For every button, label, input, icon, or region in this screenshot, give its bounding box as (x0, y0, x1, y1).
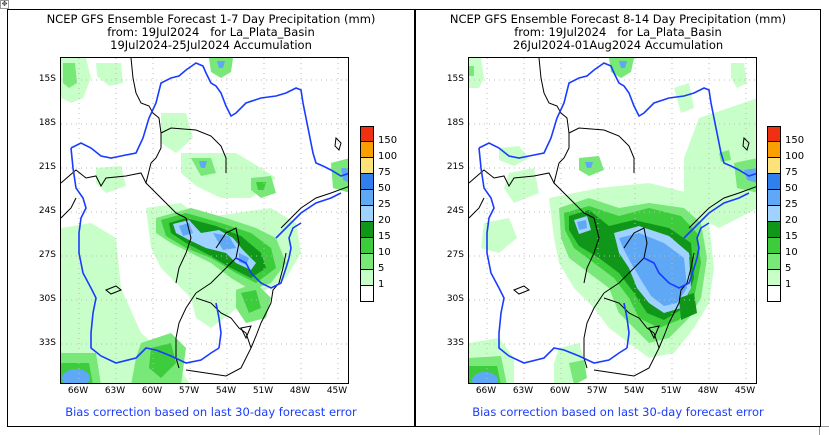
lon-tick-60w: 60W (549, 386, 571, 396)
legend-label: 100 (785, 151, 805, 162)
panel-title: NCEP GFS Ensemble Forecast 8-14 Day Prec… (416, 13, 820, 52)
lon-tick-51w: 51W (252, 386, 274, 396)
title-line-3: 19Jul2024-25Jul2024 Accumulation (110, 38, 312, 52)
lon-tick-63w: 63W (104, 386, 126, 396)
legend-swatch (767, 206, 781, 222)
precipitation-map (60, 57, 349, 384)
lat-tick-21s: 21S (38, 162, 56, 172)
legend-swatch (360, 222, 374, 238)
legend-label: 75 (378, 167, 391, 178)
title-line-1: NCEP GFS Ensemble Forecast 8-14 Day Prec… (449, 12, 787, 26)
legend-swatch (360, 238, 374, 254)
lon-tick-48w: 48W (289, 386, 311, 396)
legend-label: 20 (378, 215, 391, 226)
precipitation-map (468, 57, 757, 384)
lat-tick-30s: 30S (38, 294, 56, 304)
precip-shading (61, 58, 348, 383)
lon-tick-54w: 54W (215, 386, 237, 396)
lat-tick-15s: 15S (446, 74, 464, 84)
lon-tick-66w: 66W (475, 386, 497, 396)
resize-handle[interactable] (819, 426, 829, 435)
legend-label: 25 (378, 199, 391, 210)
map-svg (469, 58, 756, 383)
panel-title: NCEP GFS Ensemble Forecast 1-7 Day Preci… (8, 13, 414, 52)
precip-shading (469, 58, 756, 383)
legend-swatch (767, 174, 781, 190)
lat-tick-21s: 21S (446, 162, 464, 172)
lat-tick-27s: 27S (446, 250, 464, 260)
lat-tick-18s: 18S (446, 118, 464, 128)
forecast-panel-week1: NCEP GFS Ensemble Forecast 1-7 Day Preci… (7, 9, 415, 427)
lon-tick-57w: 57W (178, 386, 200, 396)
legend-label: 150 (785, 135, 805, 146)
legend-label: 75 (785, 167, 798, 178)
lat-tick-15s: 15S (38, 74, 56, 84)
bias-correction-note: Bias correction based on last 30-day for… (65, 405, 357, 419)
lon-tick-54w: 54W (623, 386, 645, 396)
river-basin-outline (70, 62, 348, 364)
legend-swatch (767, 222, 781, 238)
title-line-3: 26Jul2024-01Aug2024 Accumulation (512, 38, 724, 52)
lon-tick-63w: 63W (512, 386, 534, 396)
legend-label: 15 (785, 231, 798, 242)
legend-label: 50 (378, 183, 391, 194)
legend-swatch (360, 174, 374, 190)
legend-label: 50 (785, 183, 798, 194)
lat-tick-18s: 18S (38, 118, 56, 128)
bias-correction-note: Bias correction based on last 30-day for… (472, 405, 764, 419)
lon-tick-45w: 45W (326, 386, 348, 396)
map-svg (61, 58, 348, 383)
legend-swatch (767, 286, 781, 302)
legend-swatch (360, 142, 374, 158)
legend-label: 100 (378, 151, 398, 162)
lat-tick-24s: 24S (38, 206, 56, 216)
legend-swatch (767, 190, 781, 206)
country-borders (469, 58, 756, 377)
legend-swatch (767, 126, 781, 142)
title-line-1: NCEP GFS Ensemble Forecast 1-7 Day Preci… (46, 12, 376, 26)
move-icon[interactable]: ✥ (0, 0, 9, 9)
river-basin-outline (478, 62, 756, 364)
lat-tick-33s: 33S (446, 338, 464, 348)
legend-swatch (360, 270, 374, 286)
lat-tick-27s: 27S (38, 250, 56, 260)
legend-label: 1 (378, 279, 385, 290)
legend-label: 5 (785, 263, 792, 274)
legend-swatch (360, 254, 374, 270)
legend-label: 25 (785, 199, 798, 210)
legend-swatch (767, 254, 781, 270)
title-line-2: from: 19Jul2024 for La_Plata_Basin (514, 25, 722, 39)
lat-tick-33s: 33S (38, 338, 56, 348)
forecast-panel-week2: NCEP GFS Ensemble Forecast 8-14 Day Prec… (415, 9, 821, 427)
legend-swatch (360, 126, 374, 142)
legend-swatch (360, 286, 374, 302)
lon-tick-45w: 45W (734, 386, 756, 396)
legend-swatch (360, 206, 374, 222)
lat-tick-30s: 30S (446, 294, 464, 304)
legend-label: 15 (378, 231, 391, 242)
legend-swatch (767, 158, 781, 174)
lon-tick-51w: 51W (660, 386, 682, 396)
legend-label: 1 (785, 279, 792, 290)
lon-tick-66w: 66W (67, 386, 89, 396)
legend-label: 5 (378, 263, 385, 274)
legend-swatch (767, 270, 781, 286)
legend-swatch (360, 158, 374, 174)
legend-swatch (767, 142, 781, 158)
title-line-2: from: 19Jul2024 for La_Plata_Basin (107, 25, 315, 39)
lon-tick-48w: 48W (697, 386, 719, 396)
legend-label: 150 (378, 135, 398, 146)
legend-label: 20 (785, 215, 798, 226)
legend-label: 10 (378, 247, 391, 258)
lat-tick-24s: 24S (446, 206, 464, 216)
legend-swatch (767, 238, 781, 254)
lon-tick-57w: 57W (586, 386, 608, 396)
legend-label: 10 (785, 247, 798, 258)
lon-tick-60w: 60W (141, 386, 163, 396)
legend-swatch (360, 190, 374, 206)
